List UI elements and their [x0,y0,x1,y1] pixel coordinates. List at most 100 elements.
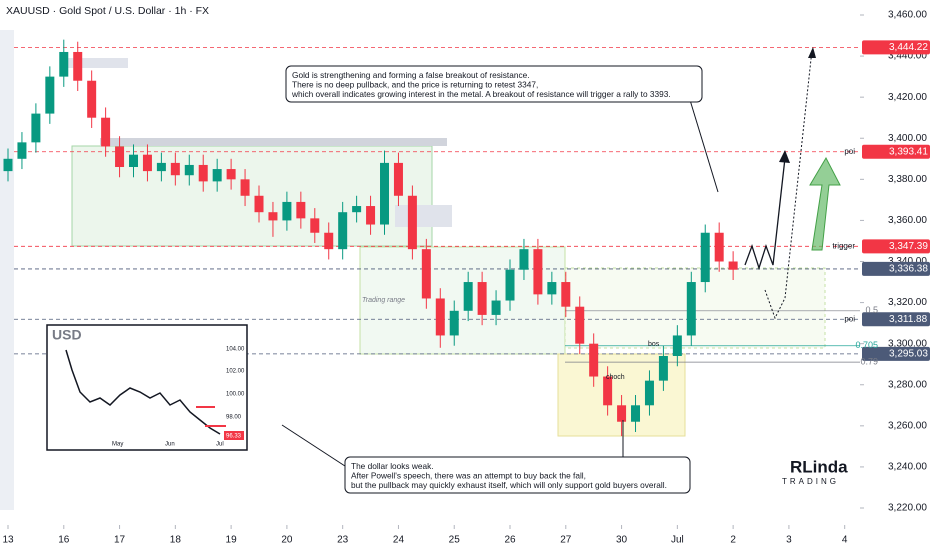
level-tag [862,239,930,254]
y-tick-label: 3,420.00 [888,92,927,103]
level-label: 3,336.38 [889,264,928,275]
candle-body [45,76,55,114]
y-tick-label: 3,280.00 [888,379,927,390]
candle-body [421,249,431,299]
candle-body [533,249,543,295]
x-tick-label: Jul [671,535,684,546]
x-tick-label: 26 [504,535,516,546]
volume-node [395,205,452,227]
candle-body [435,298,445,336]
candle-body [170,162,180,176]
candle-body [212,169,222,182]
level-name: poi [844,314,855,323]
zone [71,145,433,247]
candle-body [463,282,473,311]
inset: USD 104.00 102.00 100.00 98.00 96.33 May… [46,324,248,451]
note-text: After Powell's speech, there was an atte… [351,471,586,481]
candle-body [407,195,417,250]
y-tick-label: 3,260.00 [888,420,927,431]
candle-body [644,380,654,406]
fib-label: 0.79 [860,357,878,367]
level-name: poi [844,147,855,156]
candle-body [268,212,278,221]
candle-body [156,162,166,172]
candle-body [338,212,348,250]
candle-body [282,201,292,221]
y-tick-label: 3,320.00 [888,297,927,308]
candle-body [491,300,501,315]
y-tick-label: 3,240.00 [888,462,927,473]
level-tag [862,144,930,159]
candle-body [87,80,97,118]
candle-body [505,269,515,301]
candle-body [184,164,194,176]
logo-sub: TRADING [782,477,839,486]
chart-title: XAUUSD · Gold Spot / U.S. Dollar · 1h · … [6,5,209,17]
inset-month: Jun [165,442,175,448]
x-tick-label: 24 [393,535,405,546]
level-label: 3,393.41 [889,146,928,157]
level-tag [862,261,930,276]
inset-month: May [112,442,123,448]
candle-body [296,201,306,219]
zone [359,246,566,355]
note-text: which overall indicates growing interest… [291,89,671,99]
candle-body [449,310,459,336]
candle-body [3,158,13,172]
candle-body [254,195,264,213]
inset-last: 96.33 [226,434,242,440]
y-tick-label: 3,360.00 [888,215,927,226]
candle-body [617,405,627,422]
x-tick-label: 25 [449,535,461,546]
candle-body [672,335,682,356]
note-box [344,456,691,494]
x-tick-label: 13 [2,535,14,546]
y-tick-label: 3,220.00 [888,503,927,514]
candle-body [324,232,334,250]
note-text: Gold is strengthening and forming a fals… [292,70,530,80]
candle-body [352,206,362,213]
inset-tick: 104.00 [226,347,245,353]
candle-body [59,51,69,77]
candle-body [17,142,27,159]
candle-body [31,113,41,143]
inset-tick: 98.00 [226,415,242,421]
candle-body [115,146,125,168]
annotation: choch [606,374,625,381]
x-tick-label: 30 [616,535,628,546]
candle-body [142,154,152,172]
level-label: 3,311.88 [889,314,928,325]
candle-body [700,232,710,283]
candle-body [240,179,250,196]
x-tick-label: 23 [337,535,349,546]
y-tick-label: 3,440.00 [888,51,927,62]
note-text: but the pullback may quickly exhaust its… [351,480,667,490]
y-tick-label: 3,400.00 [888,133,927,144]
level-name: trigger [832,241,855,250]
fib-label: 0.5 [865,305,878,315]
note-text: There is no deep pullback, and the price… [292,80,538,90]
candle-body [380,162,390,225]
inset-tick: 100.00 [226,392,245,398]
candle-body [477,282,487,315]
candle-body [101,117,111,147]
candle-body [393,162,403,196]
note-box [285,65,703,103]
y-tick-label: 3,300.00 [888,338,927,349]
x-tick-label: 18 [170,535,182,546]
candle-body [547,282,557,295]
level-tag [862,346,930,361]
annotation: Trading range [362,297,405,304]
candle-body [310,218,320,233]
x-tick-label: 27 [560,535,572,546]
candles [3,39,738,437]
inset-tick: 102.00 [226,369,245,375]
candle-body [198,164,208,182]
note-text: The dollar looks weak. [351,461,434,471]
volume-node [60,58,128,68]
volume-node [100,138,447,146]
x-tick-label: 17 [114,535,126,546]
level-tag [862,40,930,55]
candle-body [519,249,529,270]
